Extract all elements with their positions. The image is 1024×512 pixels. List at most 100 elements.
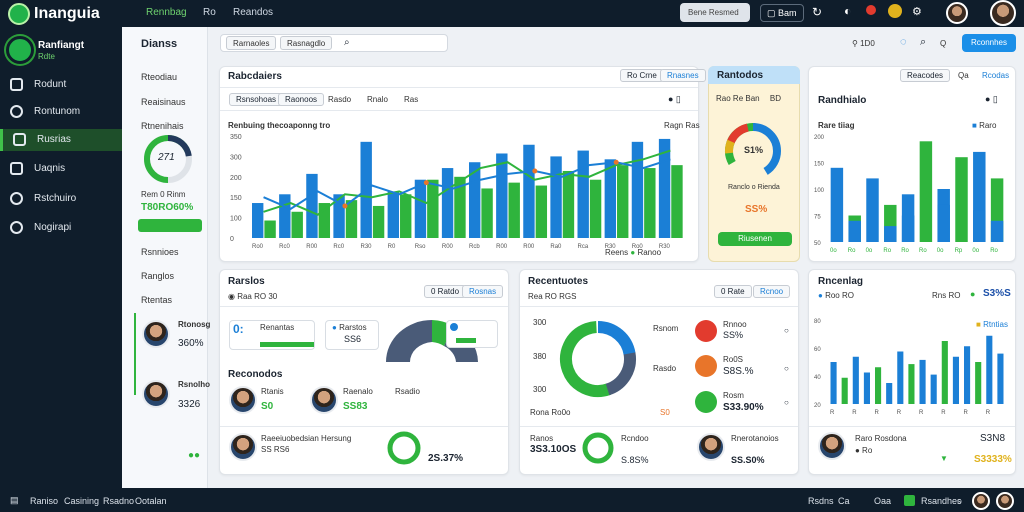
panel-item-2[interactable]: Reaisinaus (141, 97, 186, 107)
bar (671, 165, 683, 238)
nav-item-1[interactable]: Rennbag (146, 7, 187, 18)
footer-item-3[interactable]: Rsadno (103, 496, 135, 506)
search-icon[interactable]: ⌕ (344, 37, 350, 48)
accent-line (134, 313, 136, 395)
card-pill-2[interactable]: Rcnoo (753, 285, 791, 298)
sidebar-item-6[interactable]: Nogirapi (0, 217, 122, 239)
x-tick-label: R30 (605, 244, 617, 250)
search-icon-2[interactable]: ⌕ (920, 36, 927, 48)
footer-avatar-2[interactable] (996, 492, 1014, 510)
tab-1[interactable]: Rsnsohoas (229, 93, 284, 106)
radio-icon[interactable]: ○ (784, 326, 789, 335)
person-avatar[interactable] (818, 432, 846, 460)
top-bar (0, 0, 1024, 27)
sidebar-item-label: Nogirapi (34, 222, 72, 233)
card-pill-1[interactable]: 0 Rate (714, 285, 752, 298)
card-pill-3[interactable]: Rcodas (982, 71, 1010, 80)
mini-tile-label-text: Rarstos (339, 323, 367, 332)
x-tick-label: Ra0 (550, 244, 562, 250)
card-right-label: Rns RO (932, 291, 961, 300)
sidebar-item-1[interactable]: Rodunt (0, 74, 122, 96)
mini-tile-2[interactable] (325, 320, 379, 350)
card-pill-1[interactable]: Reacodes (900, 69, 951, 82)
sidebar-item-5[interactable]: Rstchuiro (0, 188, 122, 210)
profile-avatar[interactable] (990, 0, 1016, 26)
nav-item-3[interactable]: Reandos (233, 7, 274, 18)
panel-item-6[interactable]: Rtentas (141, 295, 173, 305)
bar (848, 220, 861, 242)
footer-icon[interactable]: ▤ (10, 495, 19, 505)
sidebar-item-4[interactable]: Uaqnis (0, 158, 122, 180)
more-icon[interactable]: ● ▯ (668, 94, 681, 104)
card-pill-2[interactable]: Rosnas (462, 285, 504, 298)
person-avatar[interactable] (229, 386, 257, 414)
highlight-button[interactable]: Riusenen (718, 232, 792, 246)
footer-item-4[interactable]: Ootalan (135, 496, 167, 506)
bar (852, 356, 859, 404)
nav-item-2[interactable]: Ro (203, 7, 216, 18)
y-tick-label: 20 (814, 403, 821, 409)
person-avatar[interactable] (142, 380, 170, 408)
top-button[interactable]: ▢ Bam (760, 4, 804, 22)
card-title: Rabcdaiers (228, 71, 282, 82)
legend-dot-green (695, 391, 717, 413)
person-value: SS.S0% (731, 455, 765, 465)
footer-right-4[interactable]: Rsandhes (921, 496, 962, 506)
notification-icon[interactable]: ◐ (844, 4, 852, 18)
more-icon[interactable]: ● ▯ (985, 94, 998, 104)
footer-right-2[interactable]: Ca (838, 496, 850, 506)
app-title[interactable]: Inanguia (8, 3, 100, 25)
status-icon[interactable] (888, 4, 902, 18)
footer-item-2[interactable]: Casining (64, 496, 100, 506)
sidebar-logo-icon[interactable] (6, 36, 34, 64)
panel-item-3[interactable]: Rtnenihais (141, 121, 184, 131)
card-pill-2[interactable]: Rnasnes (660, 69, 706, 82)
bar (508, 182, 520, 238)
sidebar-user-sub: Rdte (38, 52, 55, 61)
panel-item-5[interactable]: Ranglos (141, 271, 175, 281)
header-action-button[interactable]: Rconnhes (962, 34, 1016, 52)
y-tick-label: 100 (814, 188, 825, 194)
footer-right-1[interactable]: Rsdns (808, 496, 834, 506)
tab-5[interactable]: Ras (404, 95, 419, 104)
person-avatar[interactable] (229, 433, 257, 461)
toolbar-button-2[interactable]: Rasnagdlo (280, 36, 333, 50)
tab-3[interactable]: Rasdo (328, 95, 352, 104)
settings-icon[interactable]: ⚙ (912, 6, 922, 18)
footer-right-3[interactable]: Oaa (874, 496, 892, 506)
avatar[interactable] (946, 2, 968, 24)
card-pill-1[interactable]: 0 Ratdo (424, 285, 467, 298)
sidebar-item-3[interactable]: Rusrias (0, 129, 122, 151)
search-field[interactable]: Bene Resmed (680, 3, 750, 22)
sync-icon[interactable]: ◌ (900, 36, 907, 48)
x-tick-label: R (919, 410, 924, 416)
radio-icon[interactable]: ○ (784, 364, 789, 373)
panel-item-4[interactable]: Rsnnioes (141, 247, 179, 257)
bar (469, 162, 481, 238)
card-pill-1[interactable]: Ro Crne (620, 69, 664, 82)
radio-icon[interactable]: ○ (784, 398, 789, 407)
bar (941, 341, 948, 404)
bar (986, 335, 993, 404)
header-q[interactable]: Q (940, 39, 947, 48)
tab-4[interactable]: Rnalo (367, 95, 388, 104)
status-bar (0, 488, 1024, 512)
sidebar-item-2[interactable]: Rontunom (0, 101, 122, 123)
person-avatar[interactable] (142, 320, 170, 348)
footer-sub: Rcndoo (621, 434, 649, 443)
bar (937, 204, 950, 242)
bar (930, 374, 937, 404)
card-pill-2[interactable]: Qa (958, 71, 969, 80)
x-tick-label: Rca (578, 244, 589, 250)
card-subtitle-text: Roo RO (825, 291, 854, 300)
person-avatar[interactable] (697, 433, 725, 461)
bar (387, 191, 400, 238)
person-avatar[interactable] (310, 386, 338, 414)
panel-item-1[interactable]: Rteodiau (141, 72, 178, 82)
refresh-icon[interactable]: ↻ (812, 5, 823, 19)
tab-2[interactable]: Raonoos (278, 93, 325, 106)
footer-item-1[interactable]: Raniso (30, 496, 59, 506)
footer-avatar[interactable] (972, 492, 990, 510)
legend-label: Ragn (664, 121, 684, 130)
toolbar-button-1[interactable]: Rarnaoles (226, 36, 277, 50)
